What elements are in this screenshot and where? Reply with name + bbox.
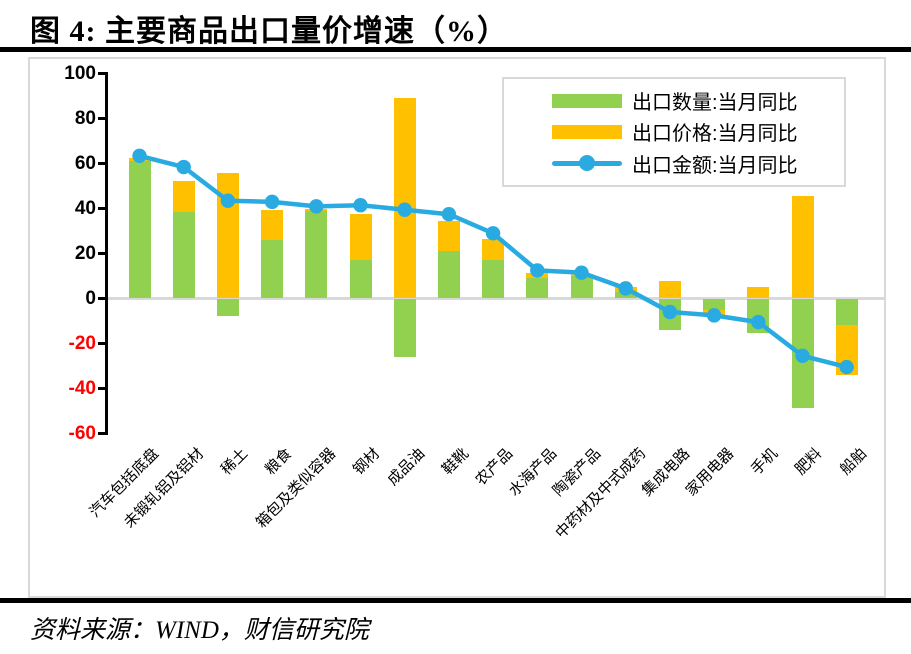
bar-segment-汽车包括底盘 <box>128 158 151 162</box>
y-tick <box>98 117 107 121</box>
bar-segment-集成电路 <box>658 298 681 330</box>
x-axis-label: 手机 <box>748 445 782 479</box>
y-tick <box>98 72 107 76</box>
legend-label: 出口数量:当月同比 <box>632 92 798 115</box>
x-axis-label: 粮食 <box>262 445 296 479</box>
bar-segment-农产品 <box>482 260 505 299</box>
x-axis-label: 钢材 <box>350 445 384 479</box>
bar-segment-箱包及类似容器 <box>305 208 328 211</box>
bar-segment-水海产品 <box>526 278 549 299</box>
x-axis-label: 集成电路 <box>638 445 694 500</box>
x-axis-label: 稀土 <box>217 445 252 479</box>
y-tick-label: -40 <box>68 377 96 399</box>
y-tick-label: -20 <box>68 332 96 354</box>
source-text: 资料来源：WIND，财信研究院 <box>30 617 369 644</box>
x-axis-label: 肥料 <box>792 445 826 479</box>
bar-segment-中药材及中式成药 <box>614 287 637 292</box>
chart-area: 100 80 60 40 20 0 -20 -40 -60 汽车包括底盘 未锻轧铝及铝材 稀土 粮食箱… <box>28 57 886 598</box>
bar-segment-未锻轧铝及铝材 <box>172 211 195 299</box>
bar-segment-鞋靴 <box>437 251 460 299</box>
bar-segment-箱包及类似容器 <box>305 210 328 299</box>
legend-item-price: 出口价格:当月同比 <box>552 117 844 146</box>
bar-segment-稀土 <box>216 298 239 317</box>
bottom-divider <box>0 598 911 603</box>
price-swatch-icon <box>552 124 622 139</box>
legend-label: 出口金额:当月同比 <box>632 154 798 177</box>
y-tick-label: -60 <box>68 422 96 444</box>
bar-segment-肥料 <box>791 298 814 408</box>
y-tick-label: 80 <box>74 108 96 130</box>
y-tick-label: 20 <box>74 243 96 265</box>
bar-segment-未锻轧铝及铝材 <box>172 180 195 212</box>
bar-segment-钢材 <box>349 214 372 261</box>
y-tick <box>98 162 107 166</box>
legend-item-quantity: 出口数量:当月同比 <box>552 86 844 115</box>
quantity-swatch-icon <box>552 93 622 108</box>
line-swatch-icon <box>552 155 622 172</box>
x-axis-label: 成品油 <box>383 445 428 489</box>
legend: 出口数量:当月同比 出口价格:当月同比 出口金额:当月同比 <box>502 77 846 187</box>
y-tick <box>98 207 107 211</box>
legend-label: 出口价格:当月同比 <box>632 123 798 146</box>
bar-segment-肥料 <box>791 196 814 299</box>
bar-segment-粮食 <box>261 209 284 241</box>
bar-segment-陶瓷产品 <box>570 273 593 276</box>
y-tick <box>98 386 107 390</box>
bar-segment-稀土 <box>216 172 239 299</box>
y-tick-label: 40 <box>74 198 96 220</box>
bar-segment-船舶 <box>835 298 858 326</box>
bar-segment-家用电器 <box>703 309 726 317</box>
y-tick <box>98 252 107 256</box>
x-axis-label: 水海产品 <box>505 445 561 500</box>
bar-segment-农产品 <box>482 238 505 261</box>
legend-item-value: 出口金额:当月同比 <box>552 149 844 178</box>
bar-segment-粮食 <box>261 240 284 299</box>
y-tick <box>98 297 107 300</box>
bar-segment-汽车包括底盘 <box>128 161 151 299</box>
bar-segment-家用电器 <box>703 298 726 310</box>
bar-segment-水海产品 <box>526 272 549 279</box>
x-axis-label: 鞋靴 <box>438 445 473 479</box>
y-tick-label: 0 <box>85 288 96 309</box>
x-axis-label: 箱包及类似容器 <box>253 445 340 532</box>
y-tick-label: 100 <box>64 63 96 85</box>
bar-segment-中药材及中式成药 <box>614 291 637 299</box>
y-tick <box>98 341 107 345</box>
bar-segment-陶瓷产品 <box>570 276 593 299</box>
y-tick-label: 60 <box>74 153 96 175</box>
bar-segment-鞋靴 <box>437 220 460 252</box>
y-tick <box>98 431 107 435</box>
title-divider <box>0 47 911 52</box>
bar-segment-成品油 <box>393 98 416 299</box>
page-title: 图 4: 主要商品出口量价增速（%） <box>30 15 508 48</box>
x-axis-label: 家用电器 <box>682 445 738 500</box>
bar-segment-手机 <box>747 287 770 299</box>
bar-segment-集成电路 <box>658 280 681 299</box>
bar-segment-船舶 <box>835 325 858 375</box>
x-axis-label: 船舶 <box>836 445 870 479</box>
bar-segment-钢材 <box>349 260 372 299</box>
bar-segment-成品油 <box>393 298 416 357</box>
bar-segment-手机 <box>747 298 770 334</box>
